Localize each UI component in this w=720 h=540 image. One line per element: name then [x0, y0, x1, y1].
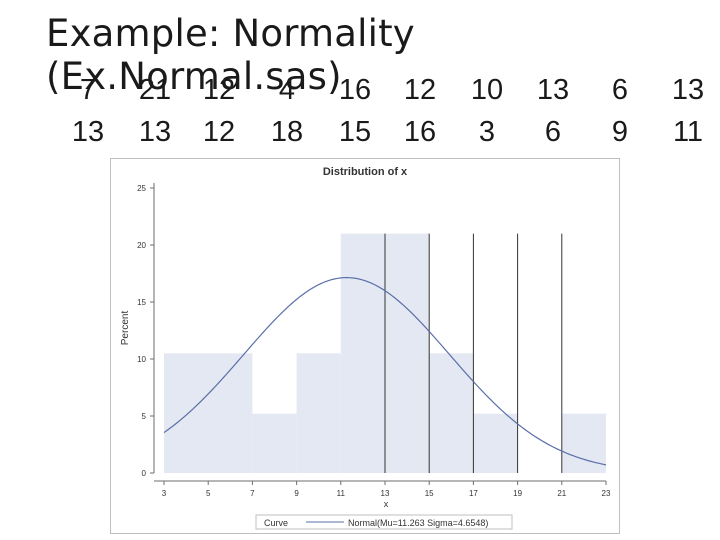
data-value: 12 [202, 74, 236, 106]
x-tick-label: 21 [557, 489, 566, 498]
histogram-bar [164, 353, 253, 473]
x-tick-label: 19 [513, 489, 522, 498]
histogram-bar [296, 353, 341, 473]
data-value: 21 [138, 74, 172, 106]
plot-area: 0 5 10 15 20 25 3 5 7 9 11 13 15 17 19 21 23 [137, 183, 611, 498]
data-value: 16 [403, 116, 437, 148]
y-tick-label: 5 [142, 412, 147, 421]
slide-title: Example: Normality (Ex.Normal.sas) [46, 12, 415, 98]
data-value: 12 [202, 116, 236, 148]
x-tick-label: 3 [162, 489, 167, 498]
x-tick-label: 13 [381, 489, 390, 498]
x-tick-label: 17 [469, 489, 478, 498]
data-value: 13 [671, 74, 705, 106]
data-row-1: 7 21 12 4 16 12 10 13 6 13 [0, 74, 720, 114]
histogram-bar [473, 413, 518, 473]
data-value: 3 [478, 116, 496, 148]
y-tick-label: 0 [142, 469, 147, 478]
data-value: 6 [544, 116, 562, 148]
histogram-svg: Distribution of x Percent x 0 5 10 15 20 25 3 5… [110, 158, 620, 534]
histogram-chart: Distribution of x Percent x 0 5 10 15 20 25 3 5… [110, 158, 620, 534]
x-tick-label: 7 [250, 489, 255, 498]
histogram-bar [252, 413, 297, 473]
x-tick-label: 5 [206, 489, 211, 498]
x-axis-label: x [384, 499, 389, 509]
x-tick-label: 9 [294, 489, 299, 498]
data-value: 4 [278, 74, 296, 106]
legend: Curve Normal(Mu=11.263 Sigma=4.6548) [255, 514, 513, 530]
legend-box [255, 514, 513, 530]
data-value: 6 [611, 74, 629, 106]
data-value: 10 [470, 74, 504, 106]
legend-title: Curve [264, 518, 288, 528]
x-tick-label: 23 [602, 489, 611, 498]
data-value: 9 [611, 116, 629, 148]
data-value: 12 [403, 74, 437, 106]
data-value: 18 [270, 116, 304, 148]
data-value: 13 [71, 116, 105, 148]
normal-curve [163, 276, 607, 466]
y-tick-label: 10 [137, 355, 146, 364]
data-row-2: 13 13 12 18 15 16 3 6 9 11 [0, 116, 720, 156]
x-tick-label: 15 [425, 489, 434, 498]
y-tick-label: 20 [137, 241, 146, 250]
data-value: 13 [138, 116, 172, 148]
x-tick-label: 11 [337, 489, 346, 498]
data-value: 16 [338, 74, 372, 106]
legend-entry: Normal(Mu=11.263 Sigma=4.6548) [348, 518, 488, 528]
data-value: 11 [672, 116, 704, 148]
data-value: 15 [338, 116, 372, 148]
y-tick-label: 25 [137, 184, 146, 193]
histogram-bar [561, 413, 606, 473]
histogram-bar [429, 353, 474, 473]
y-axis-label: Percent [120, 311, 131, 346]
chart-title: Distribution of x [323, 166, 408, 178]
data-value: 7 [79, 74, 97, 106]
data-value: 13 [536, 74, 570, 106]
y-tick-label: 15 [137, 298, 146, 307]
